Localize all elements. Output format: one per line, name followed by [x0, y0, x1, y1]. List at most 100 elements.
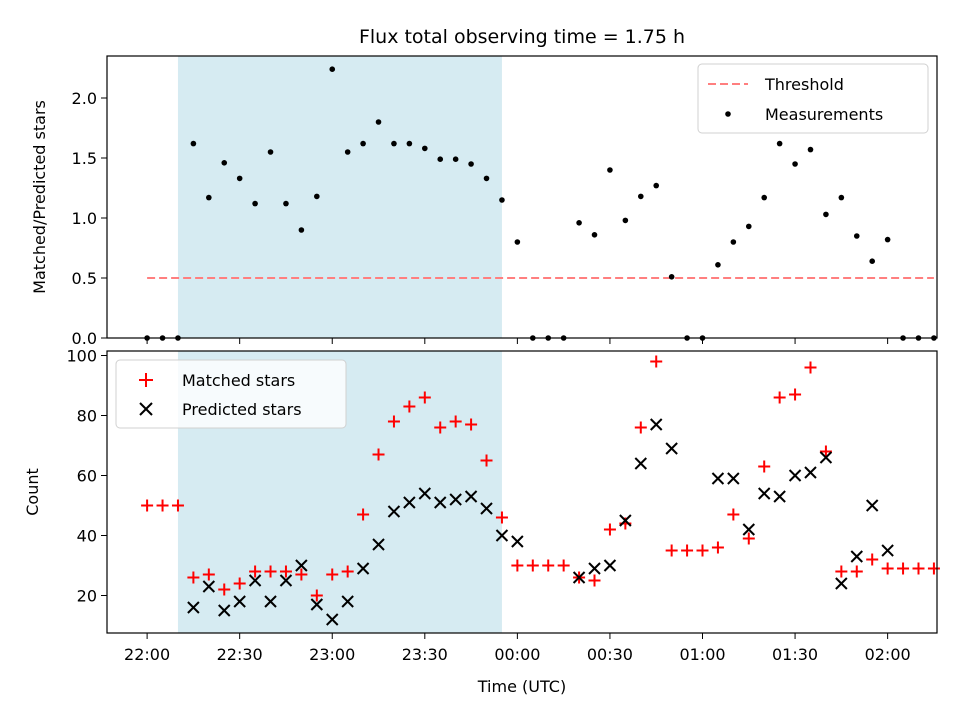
x-tick-label: 01:30 [772, 645, 818, 664]
matched-star-point [927, 562, 940, 575]
measurement-point [576, 220, 582, 226]
predicted-star-point [835, 577, 848, 590]
matched-star-point [711, 541, 724, 554]
measurement-point [252, 200, 258, 207]
measurement-point [190, 140, 197, 147]
matched-star-point [495, 511, 508, 524]
matched-legend-label: Matched stars [182, 371, 295, 390]
measurement-point [452, 156, 459, 162]
measurement-point [283, 200, 289, 207]
predicted-star-point [865, 499, 879, 512]
bottom-y-tick-label: 80 [77, 407, 97, 426]
measurement-point [622, 217, 629, 224]
matched-star-point [434, 421, 447, 434]
predicted-star-point [341, 595, 354, 608]
predicted-star-point [387, 505, 401, 518]
matched-star-point [650, 355, 663, 368]
predicted-star-point [588, 562, 601, 575]
matched-star-point [465, 418, 478, 431]
matched-star-point [696, 544, 709, 557]
matched-star-point [418, 391, 431, 404]
matched-star-point [727, 508, 740, 521]
matched-star-point [742, 532, 755, 545]
top-y-tick-label: 2.0 [72, 89, 97, 108]
matched-star-point [156, 499, 169, 512]
predicted-star-point [650, 418, 663, 431]
matched-star-point [218, 583, 231, 596]
measurement-point [637, 193, 644, 200]
x-tick-label: 23:00 [309, 645, 355, 664]
matched-stars-points [141, 355, 940, 602]
x-tick-label: 22:30 [217, 645, 263, 664]
matched-star-point [141, 499, 154, 512]
matched-star-point [819, 445, 832, 458]
measurement-point [823, 211, 829, 218]
matched-star-point [603, 523, 616, 536]
matched-star-point [233, 577, 246, 590]
measurement-point [329, 66, 336, 72]
matched-star-point [634, 421, 647, 434]
measurement-point [838, 194, 845, 201]
predicted-star-point [464, 490, 478, 503]
x-tick-label: 02:00 [865, 645, 911, 664]
matched-star-point [789, 388, 802, 401]
predicted-star-point [295, 559, 308, 572]
measurement-point [391, 140, 397, 147]
matched-star-point [758, 460, 771, 473]
matched-star-point [681, 544, 694, 557]
bottom-y-tick-label: 20 [77, 587, 97, 606]
predicted-star-point [511, 535, 524, 548]
measurement-point [206, 194, 212, 201]
predicted-star-point [850, 550, 863, 563]
matched-star-point [187, 571, 200, 584]
predicted-star-point [758, 487, 771, 500]
x-tick-label: 23:30 [402, 645, 448, 664]
x-tick-label: 00:30 [587, 645, 633, 664]
matched-star-point [588, 574, 601, 587]
predicted-star-point [773, 490, 786, 503]
measurement-point [468, 161, 474, 167]
top-y-ticks: 0.0 0.5 1.0 1.5 2.0 [72, 89, 107, 348]
predicted-star-point [372, 538, 385, 551]
predicted-star-point [881, 544, 894, 557]
matched-star-point [449, 415, 462, 428]
matched-star-point [295, 568, 308, 581]
predicted-star-point [248, 574, 262, 587]
measurement-point [745, 223, 752, 230]
x-tick-label: 00:00 [494, 645, 540, 664]
measurement-point [668, 274, 675, 280]
predicted-star-point [804, 466, 817, 479]
predicted-star-point [233, 595, 246, 608]
measurement-point [807, 146, 814, 153]
top-y-tick-label: 0.5 [72, 269, 97, 288]
top-legend-box [697, 63, 929, 134]
measurement-point [761, 194, 768, 201]
matched-star-point [511, 559, 524, 572]
bottom-y-axis-label: Count [23, 468, 42, 516]
measurement-point [221, 160, 228, 166]
predicted-star-point [665, 442, 678, 455]
measurement-point [360, 140, 366, 147]
matched-star-point [897, 562, 910, 575]
predicted-star-point [202, 580, 216, 593]
predicted-legend-label: Predicted stars [182, 400, 302, 419]
predicted-star-point [187, 601, 200, 614]
top-y-tick-label: 1.0 [72, 209, 97, 228]
measurement-point [406, 140, 413, 147]
matched-legend-swatch [139, 373, 153, 387]
matched-star-point [264, 565, 277, 578]
bottom-y-ticks: 20 40 60 80 100 [66, 347, 107, 606]
matched-star-point [773, 391, 786, 404]
matched-star-point [202, 568, 215, 581]
measurement-point [344, 149, 351, 155]
matched-star-point [866, 553, 879, 566]
matched-star-point [881, 562, 894, 575]
x-axis-label: Time (UTC) [477, 677, 566, 696]
predicted-star-point [356, 562, 370, 575]
measurement-point [314, 193, 320, 200]
predicted-star-point [603, 559, 617, 572]
predicted-star-point [279, 574, 293, 587]
measurement-point [499, 197, 505, 203]
matched-star-point [249, 565, 262, 578]
